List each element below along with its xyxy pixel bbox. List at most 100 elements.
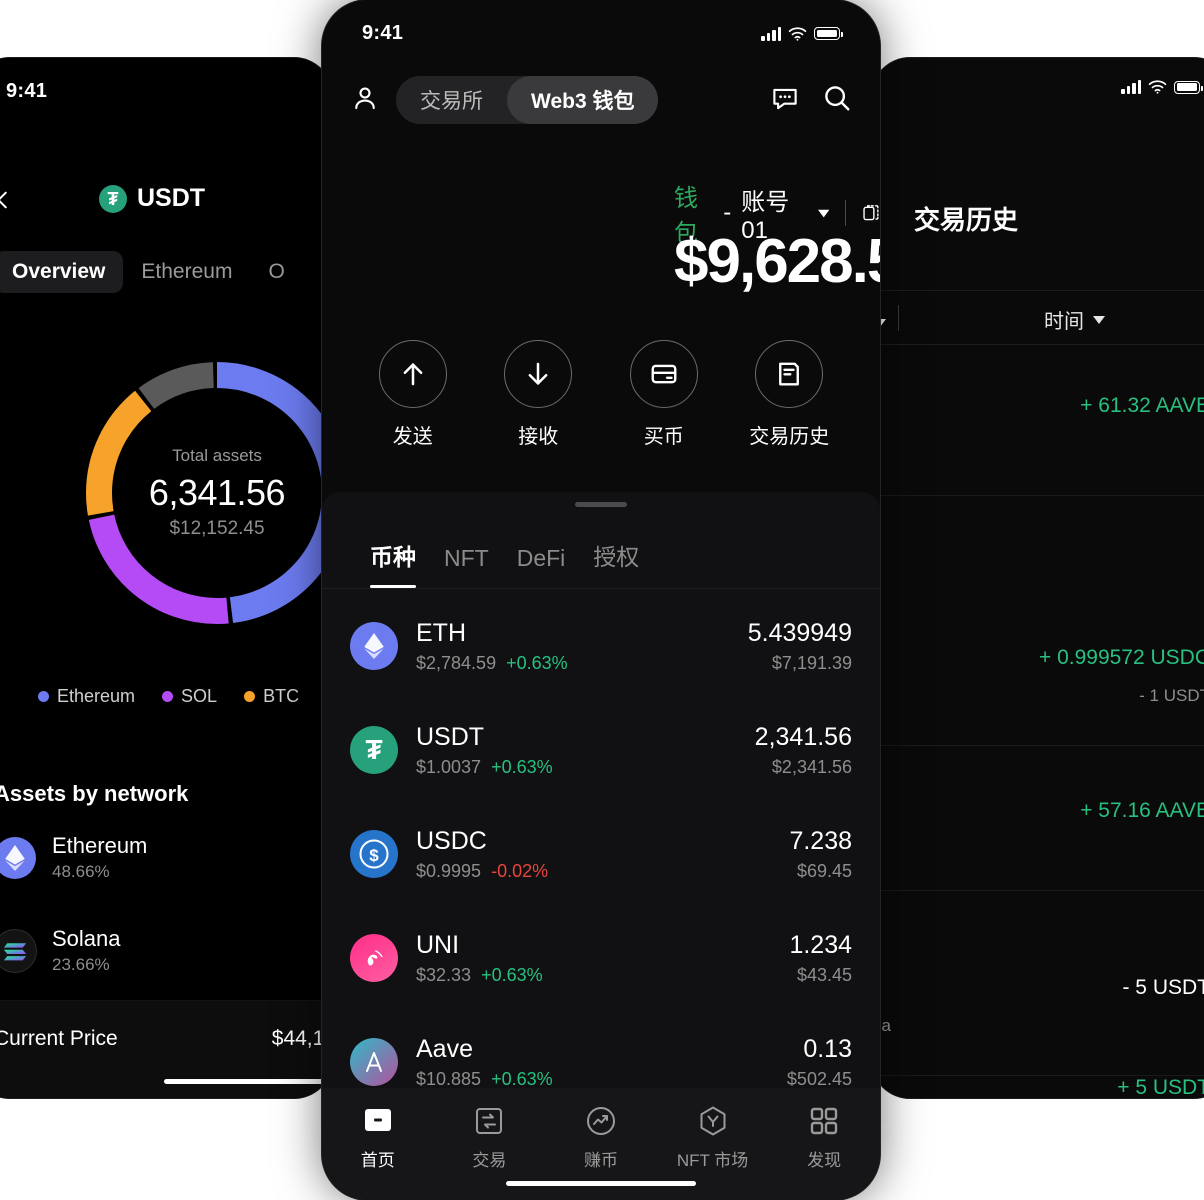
copy-icon[interactable] [862, 201, 880, 225]
status-time: 9:41 [362, 22, 404, 44]
left-phone-screen: 9:41 ₮ USDT Overview Ethereum O [0, 58, 332, 1098]
action-send[interactable]: 发送 [363, 340, 463, 449]
table-row[interactable]: + 61.32 AAVE [872, 346, 1204, 496]
tab-discover[interactable]: 发现 [768, 1102, 880, 1171]
donut-svg [86, 362, 332, 624]
nft-icon [657, 1102, 769, 1140]
filter-divider [898, 305, 899, 331]
donut-legend: Ethereum SOL BTC [38, 686, 299, 707]
tab-approvals[interactable]: 授权 [593, 544, 640, 570]
back-button[interactable] [0, 189, 14, 211]
token-price: $0.9995 [416, 860, 482, 881]
tab-nft-market[interactable]: NFT 市场 [657, 1102, 769, 1171]
table-row[interactable]: + 0.999572 USDC - 1 USDT [872, 496, 1204, 746]
token-price: $32.33 [416, 964, 472, 985]
filter-time[interactable]: 时间 [1044, 305, 1105, 334]
tab-nft[interactable]: NFT [444, 545, 489, 571]
wallet-selector[interactable]: 钱包 - 账号 01 [674, 178, 880, 248]
legend-label-btc: BTC [263, 686, 300, 706]
battery-icon [814, 27, 843, 40]
legend-item-btc: BTC [244, 686, 299, 707]
header-actions [770, 83, 852, 118]
usdc-icon: $ [350, 830, 398, 878]
token-amount: 0.13 [803, 1034, 852, 1063]
token-change: -0.02% [491, 860, 549, 881]
assets-sheet: 币种 NFT DeFi 授权 ETH $2,784.59 [322, 492, 880, 1128]
home-indicator [164, 1079, 332, 1084]
left-nav-bar: ₮ USDT [0, 184, 332, 228]
solana-icon [0, 929, 36, 972]
table-row[interactable]: + 5 USDT ba86 [872, 1076, 1204, 1098]
chat-bubble-icon[interactable] [770, 83, 800, 118]
tab-home[interactable]: 首页 [322, 1102, 434, 1171]
aave-icon [350, 1038, 398, 1086]
segmented-control: 交易所 Web3 钱包 [396, 76, 659, 124]
wallet-divider [845, 200, 846, 226]
legend-swatch-ethereum [38, 691, 49, 702]
token-change: +0.63% [491, 1068, 553, 1089]
tab-trade[interactable]: 交易 [434, 1102, 546, 1171]
filter-time-label: 时间 [1044, 311, 1084, 333]
list-item[interactable]: ₮ USDT $1.0037 +0.63% 2,341.56 $2,341.56 [322, 698, 880, 802]
network-name: Solana [52, 926, 121, 951]
table-row[interactable]: + 57.16 AAVE [872, 746, 1204, 891]
table-row[interactable]: - 5 USDT 0a [872, 891, 1204, 1076]
segment-exchange[interactable]: 交易所 [420, 90, 483, 113]
token-amount: 2,341.56 [754, 722, 852, 751]
tab-defi[interactable]: DeFi [516, 545, 566, 571]
list-item[interactable]: $ USDC $0.9995 -0.02% 7.238 $ [322, 802, 880, 906]
center-phone-web3-wallet: 9:41 交易所 Web3 钱包 [322, 0, 880, 1200]
search-icon[interactable] [822, 83, 852, 118]
token-list: ETH $2,784.59 +0.63% 5.439949 $7,191.39 [322, 594, 880, 1128]
donut-slice-ethereum [86, 362, 332, 624]
credit-card-icon [629, 340, 698, 408]
token-price: $2,784.59 [416, 652, 497, 673]
status-icons [761, 26, 843, 41]
tab-label: 发现 [807, 1151, 842, 1170]
action-receive[interactable]: 接收 [488, 340, 588, 449]
token-change: +0.63% [481, 964, 543, 985]
list-item[interactable]: Aave $10.885 +0.63% 0.13 $502.45 [322, 1010, 880, 1114]
tab-earn[interactable]: 赚币 [545, 1102, 657, 1171]
signal-icon [761, 26, 781, 41]
list-item[interactable]: UNI $32.33 +0.63% 1.234 $43.45 [322, 906, 880, 1010]
network-row-solana[interactable]: Solana 23.66% [0, 926, 121, 975]
list-item[interactable]: ETH $2,784.59 +0.63% 5.439949 $7,191.39 [322, 594, 880, 698]
legend-label-sol: SOL [181, 686, 218, 706]
right-phone-transaction-history: 交易历史 时间 + 61.32 AAVE + 0.999572 USDC - 1… [872, 58, 1204, 1098]
wallet-name: 钱包 [674, 185, 698, 247]
legend-label-ethereum: Ethereum [57, 686, 136, 706]
tx-subamount: - 1 USDT [1139, 686, 1204, 705]
action-history[interactable]: 交易历史 [739, 340, 839, 449]
donut-slice-btc [86, 362, 332, 624]
network-pct: 48.66% [52, 862, 110, 881]
tab-coins[interactable]: 币种 [350, 538, 430, 588]
token-symbol: UNI [416, 930, 460, 959]
page-title: ₮ USDT [0, 184, 332, 213]
status-time: 9:41 [6, 80, 48, 102]
tx-amount: + 5 USDT [1117, 1076, 1204, 1098]
action-buy[interactable]: 买币 [614, 340, 714, 449]
chevron-down-icon[interactable] [817, 209, 830, 218]
token-price: $10.885 [416, 1068, 482, 1089]
tab-label: NFT 市场 [676, 1151, 749, 1170]
home-indicator [506, 1181, 696, 1186]
quick-actions: 发送 接收 买币 交易 [322, 340, 880, 449]
token-fiat: $7,191.39 [771, 652, 852, 673]
tab-ethereum[interactable]: Ethereum [141, 260, 233, 283]
tab-overview[interactable]: Overview [0, 251, 124, 293]
usdt-icon: ₮ [350, 726, 398, 774]
segment-web3-wallet[interactable]: Web3 钱包 [507, 76, 659, 124]
donut-slice-sol [86, 362, 332, 624]
token-symbol: USDT [416, 722, 485, 751]
sheet-grab-handle[interactable] [575, 502, 627, 507]
chevron-down-icon [1093, 315, 1105, 324]
assets-by-network-title: Assets by network [0, 781, 189, 806]
person-icon[interactable] [350, 83, 380, 118]
network-row-ethereum[interactable]: Ethereum 48.66% [0, 833, 147, 882]
tab-other[interactable]: O [268, 260, 285, 283]
donut-center-value: 6,341.56 [148, 472, 286, 513]
wallet-separator: - [723, 199, 732, 226]
status-icons [1121, 80, 1203, 94]
